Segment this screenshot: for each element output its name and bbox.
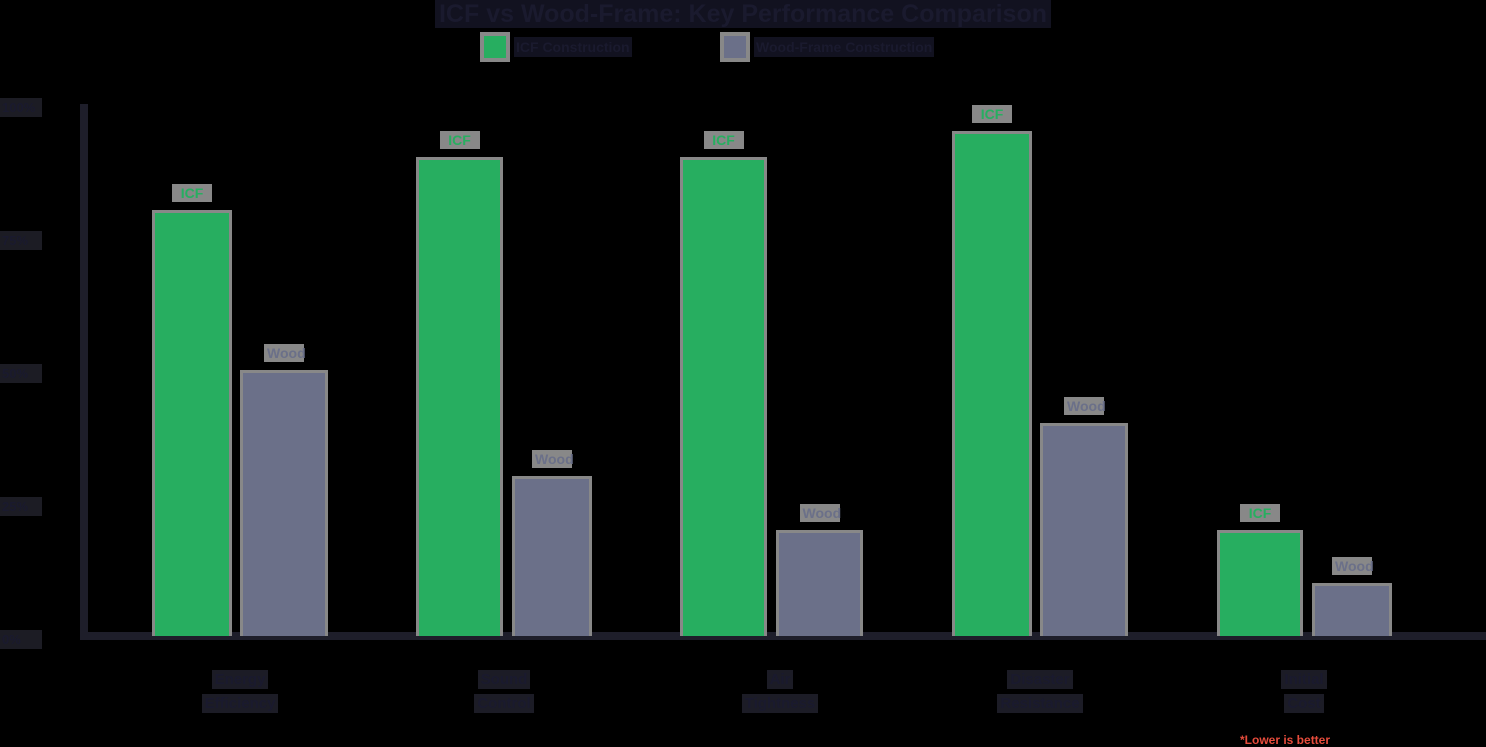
category-label: Sound Control <box>424 668 584 716</box>
category-label: Disaster Resistance <box>960 668 1120 716</box>
legend-label-icf: ICF Construction <box>514 37 632 57</box>
bar-label-icf: ICF <box>439 131 480 150</box>
bar-wood <box>1312 582 1392 636</box>
chart-title: ICF vs Wood-Frame: Key Performance Compa… <box>0 0 1486 28</box>
y-tick-label: 25% <box>0 497 42 516</box>
bar-icf <box>1217 529 1303 636</box>
bar-icf <box>416 157 503 636</box>
bar-label-icf: ICF <box>972 104 1012 123</box>
bar-label-icf: ICF <box>1240 503 1280 522</box>
y-tick-label: 50% <box>0 364 42 383</box>
x-axis-line <box>80 632 1486 640</box>
bar-label-wood: Wood <box>264 344 306 362</box>
y-axis-line <box>80 104 88 640</box>
bar-label-wood: Wood <box>532 450 574 469</box>
bar-wood <box>512 476 592 636</box>
bar-label-wood: Wood <box>1332 556 1374 575</box>
bar-wood <box>1040 423 1128 636</box>
bar-wood <box>776 529 863 636</box>
bar-icf <box>952 130 1032 636</box>
category-label: Energy Efficiency <box>160 668 320 716</box>
bar-icf <box>152 210 232 636</box>
bar-icf <box>680 157 767 636</box>
bar-label-wood: Wood <box>799 503 841 522</box>
legend-label-wood: Wood-Frame Construction <box>754 37 935 57</box>
bar-label-wood: Wood <box>1064 397 1106 416</box>
bar-label-icf: ICF <box>703 131 744 150</box>
lower-is-better-note: *Lower is better <box>1240 733 1331 747</box>
bar-wood <box>240 370 328 636</box>
chart-title-text: ICF vs Wood-Frame: Key Performance Compa… <box>434 0 1051 28</box>
y-tick-label: 0% <box>0 630 42 649</box>
y-tick-label: 100% <box>0 98 42 117</box>
legend-item-wood: Wood-Frame Construction <box>720 32 935 62</box>
category-label: Air Tightness <box>700 668 860 716</box>
legend: ICF Construction Wood-Frame Construction <box>0 32 1486 64</box>
bar-label-icf: ICF <box>172 184 212 203</box>
category-label: Initial Cost <box>1224 668 1384 716</box>
y-tick-label: 75% <box>0 231 42 250</box>
legend-swatch-wood <box>720 32 750 62</box>
legend-swatch-icf <box>480 32 510 62</box>
legend-item-icf: ICF Construction <box>480 32 632 62</box>
